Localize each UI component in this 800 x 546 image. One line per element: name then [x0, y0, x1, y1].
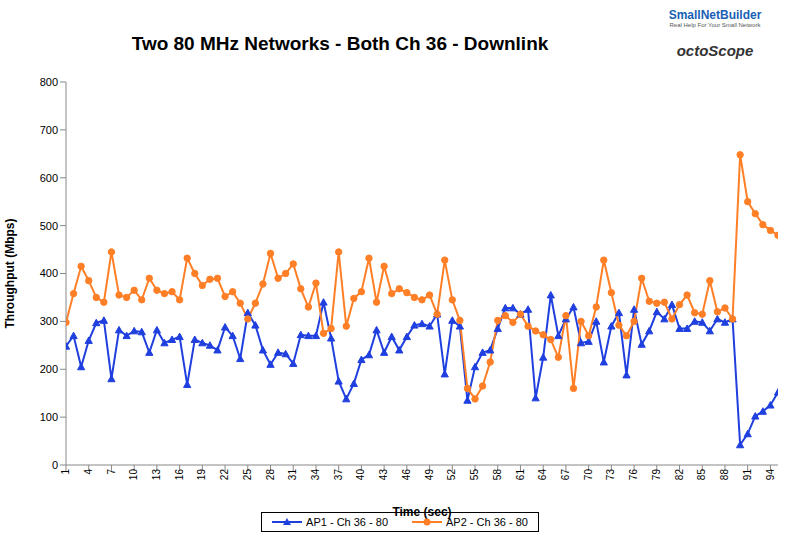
- svg-text:82: 82: [674, 469, 685, 481]
- svg-text:70: 70: [583, 469, 594, 481]
- html-text:Real Help For Your Small Netwo: Real Help For Your Small Network: [669, 22, 761, 28]
- html-text:octoScope: octoScope: [676, 42, 754, 59]
- svg-text:37: 37: [333, 469, 344, 481]
- svg-text:28: 28: [265, 469, 276, 481]
- svg-text:10: 10: [128, 469, 139, 481]
- svg-text:76: 76: [628, 469, 639, 481]
- svg-text:300: 300: [40, 315, 58, 327]
- svg-text:46: 46: [401, 469, 412, 481]
- svg-text:67: 67: [560, 469, 571, 481]
- html-text:AP1 - Ch 36 - 80: AP1 - Ch 36 - 80: [306, 516, 388, 528]
- svg-text:91: 91: [742, 469, 753, 481]
- svg-text:94: 94: [765, 469, 776, 481]
- svg-text:25: 25: [242, 469, 253, 481]
- svg-text:61: 61: [515, 469, 526, 481]
- svg-text:22: 22: [219, 469, 230, 481]
- svg-text:40: 40: [356, 469, 367, 481]
- svg-text:88: 88: [719, 469, 730, 481]
- svg-text:31: 31: [287, 469, 298, 481]
- svg-text:55: 55: [469, 469, 480, 481]
- svg-text:Throughput (Mbps): Throughput (Mbps): [8, 219, 17, 329]
- svg-text:Time (sec): Time (sec): [392, 505, 452, 519]
- svg-text:58: 58: [492, 469, 503, 481]
- svg-text:0: 0: [52, 459, 58, 471]
- html-text:SmallNetBuilder: SmallNetBuilder: [668, 8, 762, 22]
- svg-text:500: 500: [40, 220, 58, 232]
- html-text:Two 80 MHz Networks - Both Ch: Two 80 MHz Networks - Both Ch 36 - Downl…: [131, 33, 549, 54]
- svg-text:400: 400: [40, 267, 58, 279]
- svg-text:34: 34: [310, 469, 321, 481]
- svg-text:100: 100: [40, 411, 58, 423]
- svg-text:4: 4: [83, 469, 94, 475]
- svg-text:600: 600: [40, 172, 58, 184]
- svg-text:19: 19: [196, 469, 207, 481]
- svg-text:73: 73: [605, 469, 616, 481]
- html-text:AP2 - Ch 36 - 80: AP2 - Ch 36 - 80: [446, 516, 528, 528]
- svg-text:200: 200: [40, 363, 58, 375]
- svg-text:49: 49: [424, 469, 435, 481]
- svg-text:700: 700: [40, 124, 58, 136]
- svg-text:79: 79: [651, 469, 662, 481]
- svg-text:800: 800: [40, 76, 58, 88]
- svg-text:7: 7: [106, 469, 117, 475]
- svg-text:16: 16: [174, 469, 185, 481]
- svg-text:1: 1: [60, 469, 71, 475]
- svg-text:43: 43: [378, 469, 389, 481]
- svg-text:85: 85: [696, 469, 707, 481]
- svg-text:13: 13: [151, 469, 162, 481]
- svg-text:64: 64: [537, 469, 548, 481]
- svg-text:52: 52: [446, 469, 457, 481]
